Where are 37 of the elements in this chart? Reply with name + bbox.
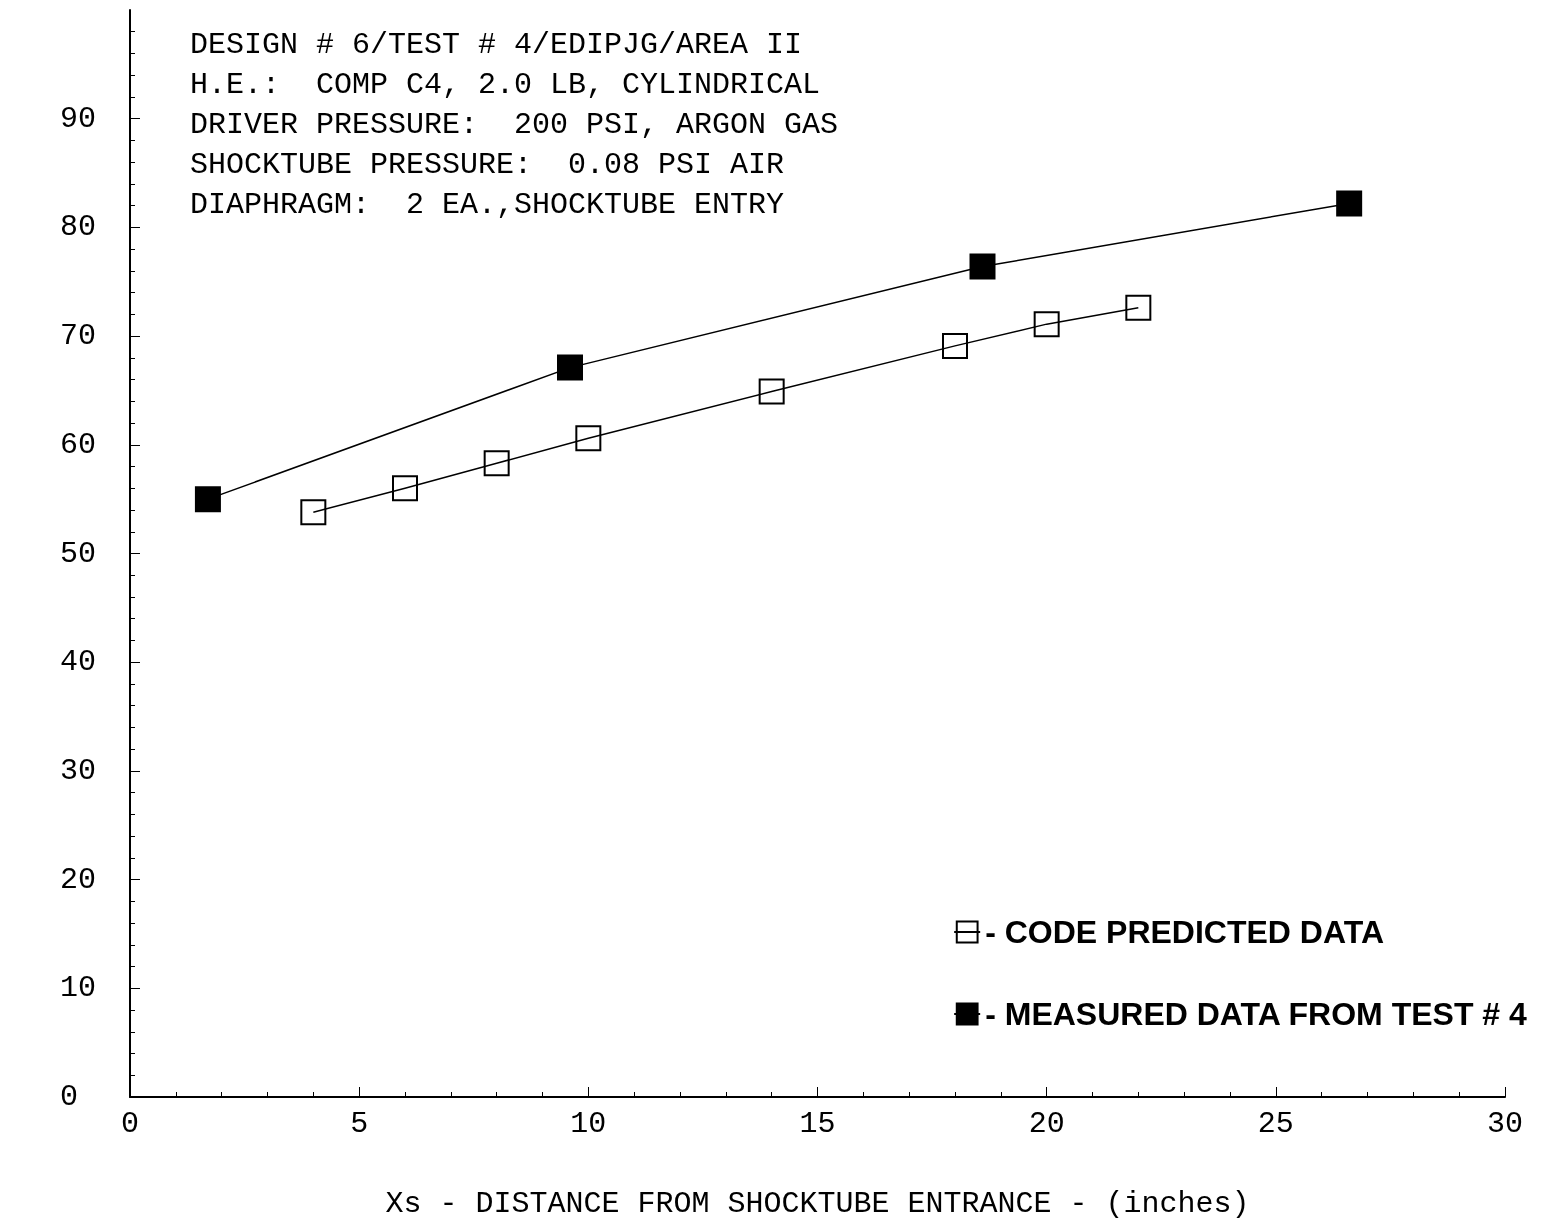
x-tick-label: 0 <box>120 1107 140 1141</box>
annotation: SHOCKTUBE PRESSURE: 0.08 PSI AIR <box>190 148 785 182</box>
x-tick-label: 5 <box>350 1107 369 1141</box>
y-tick-label: 50 <box>60 536 97 571</box>
y-tick-label: 20 <box>60 862 97 897</box>
y-tick-label: 40 <box>60 645 97 680</box>
y-tick-label: 10 <box>60 971 97 1006</box>
x-axis-title: Xs - DISTANCE FROM SHOCKTUBE ENTRANCE - (inches) <box>385 1187 1250 1221</box>
x-tick-label: 25 <box>1257 1107 1294 1141</box>
point <box>1033 311 1060 338</box>
point <box>300 499 327 526</box>
y-tick-label: 30 <box>60 753 97 788</box>
y-tick-label: 80 <box>60 210 97 245</box>
y-tick-label: 90 <box>60 101 97 136</box>
point <box>942 332 968 359</box>
point <box>758 378 785 405</box>
point <box>575 425 602 452</box>
x-tick-label: 10 <box>570 1107 607 1141</box>
point <box>1125 294 1152 321</box>
x-tick-label: 15 <box>799 1107 836 1141</box>
y-tick-label: 0 <box>60 1080 79 1114</box>
point <box>392 475 418 502</box>
legend-label: - MEASURED DATA FROM TEST # 4 <box>985 996 1528 1032</box>
annotation: DRIVER PRESSURE: 200 PSI, ARGON GAS <box>190 108 839 142</box>
point <box>557 354 583 381</box>
annotation: H.E.: COMP C4, 2.0 LB, CYLINDRICAL <box>190 68 821 102</box>
annotation: DESIGN # 6/TEST # 4/EDIPJG/AREA II <box>190 28 803 62</box>
point <box>194 486 221 513</box>
y-tick-label: 70 <box>60 319 97 354</box>
point <box>483 450 510 477</box>
y-tick-label: 60 <box>60 427 97 462</box>
legend-label: - CODE PREDICTED DATA <box>985 914 1384 950</box>
point <box>969 253 996 280</box>
point <box>1336 190 1363 217</box>
x-tick-label: 20 <box>1028 1107 1065 1141</box>
annotation: DIAPHRAGM: 2 EA.,SHOCKTUBE ENTRY <box>190 188 785 222</box>
x-tick-label: 30 <box>1486 1107 1524 1141</box>
